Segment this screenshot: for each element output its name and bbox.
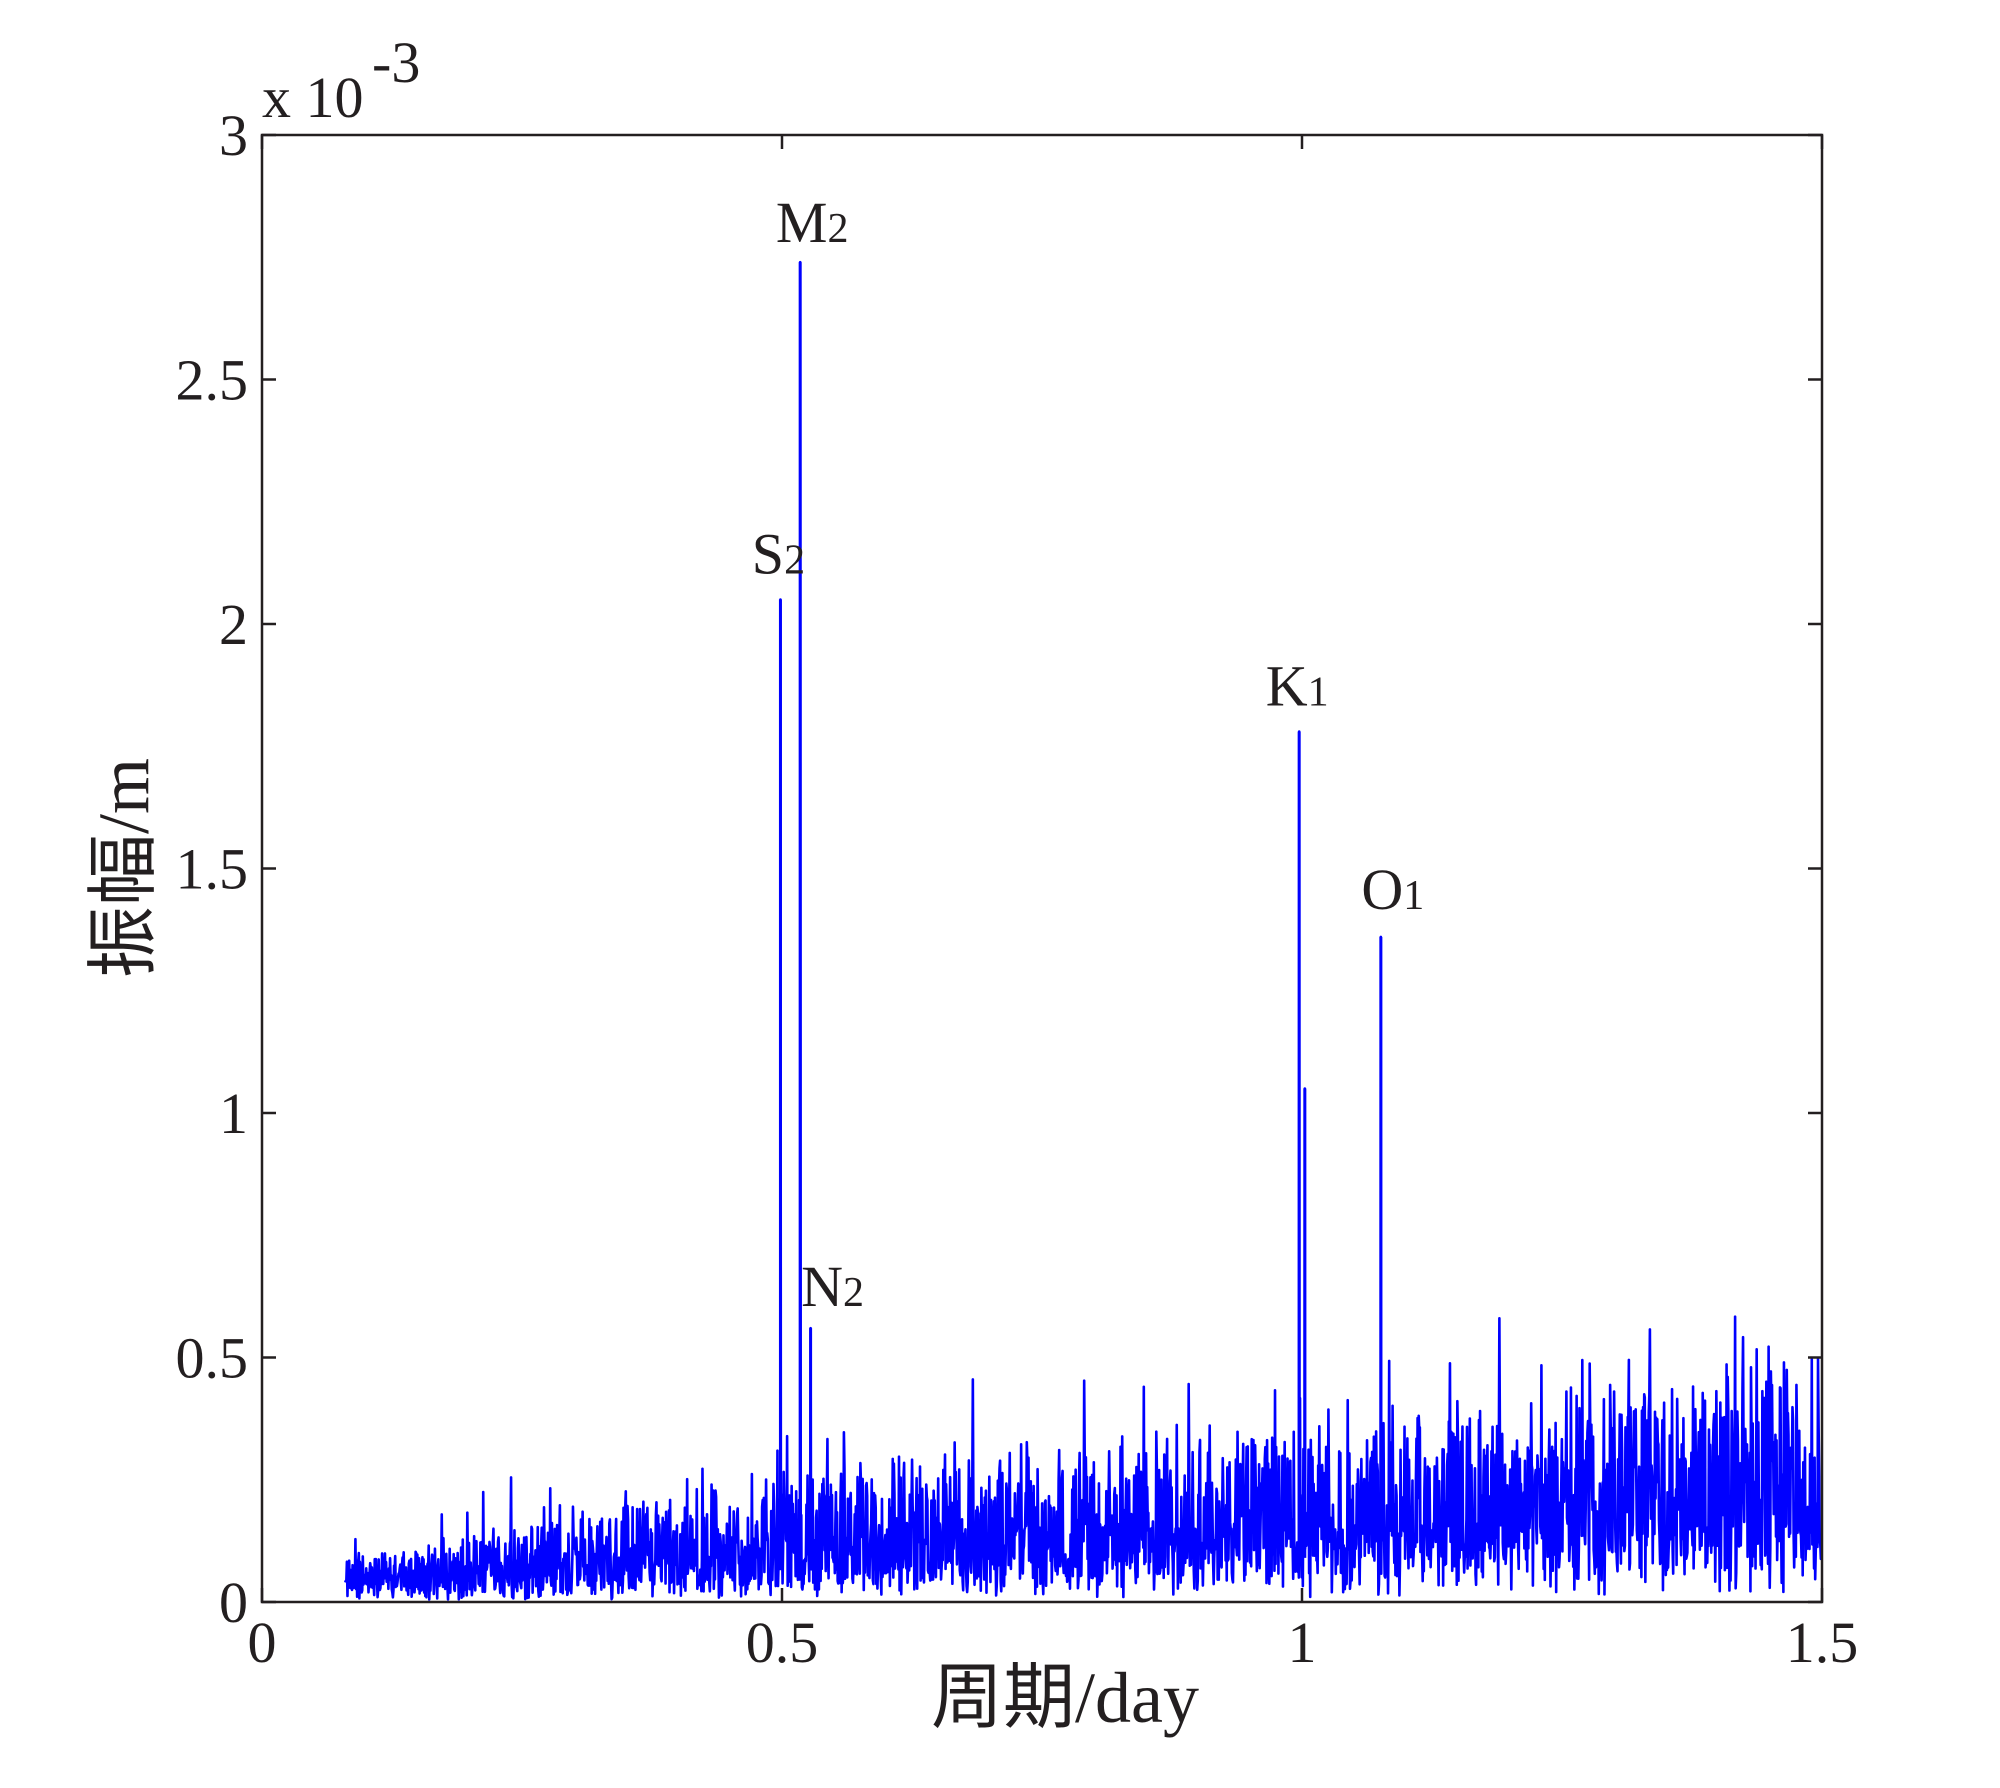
tick-layer: 0 0.5 1 1.5 0 0.5 1 1.5 2 2.5 3 [176,103,1859,1675]
y-tick-label: 2 [219,592,248,657]
peak-label-letter: O [1361,857,1403,922]
y-tick-label: 1.5 [176,837,249,902]
peak-label-m2: M2 [776,190,849,255]
y-tick-label: 0 [219,1570,248,1635]
y-tick-label: 3 [219,103,248,168]
plot-frame [260,133,1824,1604]
y-tick-label: 1 [219,1081,248,1146]
x-tick-label: 1.5 [1786,1610,1859,1675]
peak-label-o1: O1 [1361,857,1424,922]
y-tick-label: 0.5 [176,1326,249,1391]
x-axis-title: 周期/day [931,1658,1199,1738]
peak-label-letter: N [801,1254,843,1319]
x-tick-label: 0 [248,1610,277,1675]
y-axis-title: 振幅/m [84,758,164,978]
peak-label-subscript: 2 [827,206,848,252]
peak-label-letter: K [1266,654,1308,719]
x-tick-label: 1 [1288,1610,1317,1675]
x-tick-label: 0.5 [746,1610,819,1675]
peak-label-letter: M [776,190,828,255]
peak-label-n2: N2 [801,1254,864,1319]
scale-factor-exponent: -3 [372,30,420,95]
peak-label-s2: S2 [752,522,805,587]
peak-label-subscript: 1 [1403,873,1424,919]
data-layer [343,260,1822,1601]
peak-label-subscript: 2 [784,538,805,584]
y-axis-scale-factor: x 10 -3 [262,30,420,130]
peak-label-letter: S [752,522,784,587]
scale-factor-base: x 10 [262,65,364,130]
peak-label-subscript: 1 [1308,670,1329,716]
peak-label-k1: K1 [1266,654,1329,719]
y-tick-label: 2.5 [176,348,249,413]
amplitude-series-line [343,260,1822,1601]
peak-label-subscript: 2 [843,1270,864,1316]
